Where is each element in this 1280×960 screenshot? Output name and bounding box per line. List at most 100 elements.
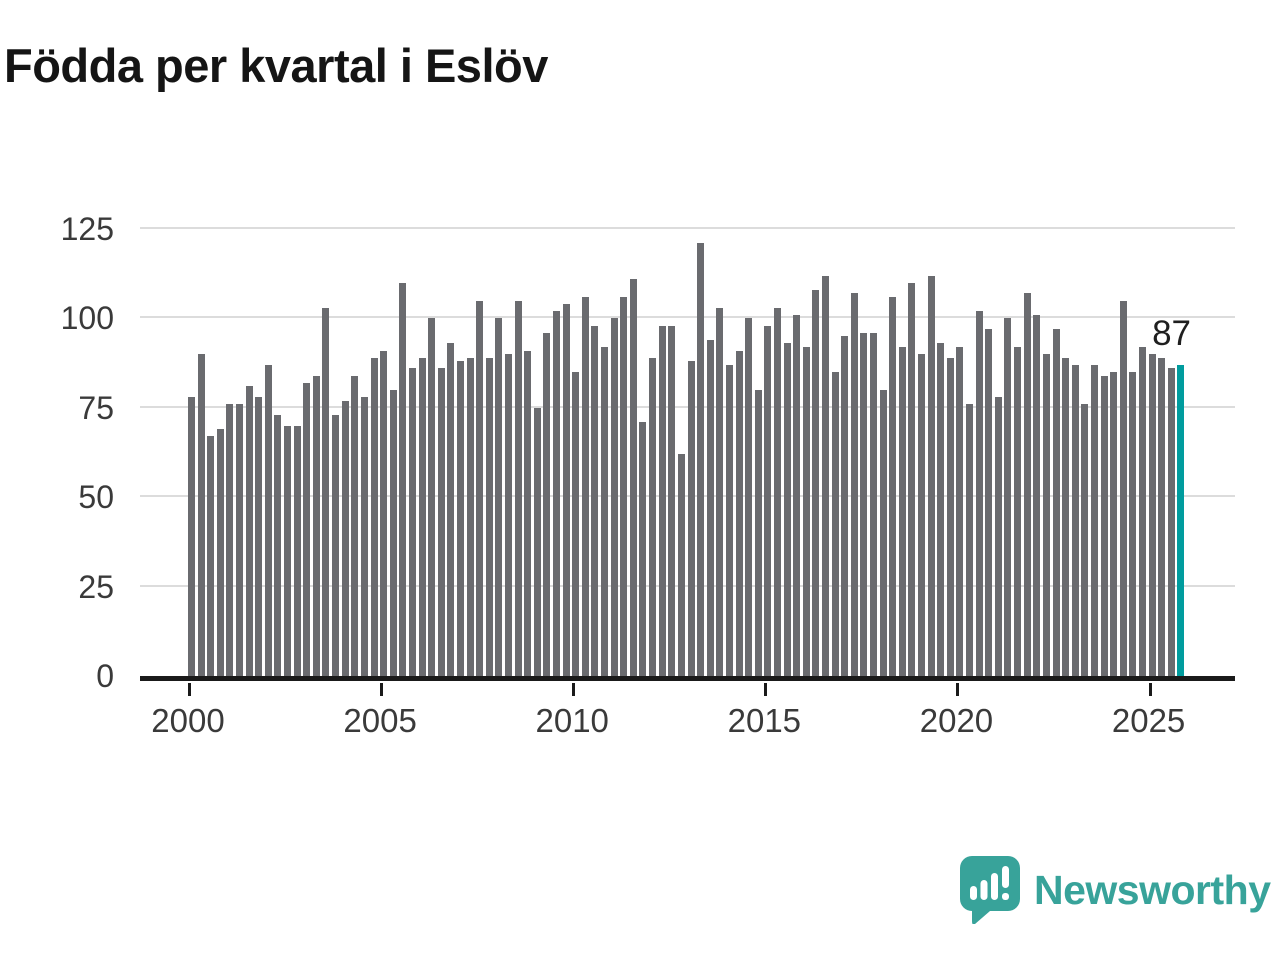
bar [1004,318,1012,676]
bar [1052,329,1060,676]
bar [745,318,753,676]
bar [1158,357,1166,676]
gridline-125 [140,227,1235,229]
bar [994,397,1002,676]
bar [543,332,551,676]
bar [927,275,935,676]
bar [754,389,762,676]
bar [706,339,714,676]
bar [889,296,897,676]
bar [1148,354,1156,676]
last-value-label: 87 [1152,313,1191,353]
x-tick [764,683,768,696]
bar [1062,357,1070,676]
x-tick-label: 2025 [1111,702,1186,739]
bar [389,389,397,676]
bar [332,414,340,676]
bar [514,300,522,676]
bar [687,361,695,676]
bar [360,397,368,676]
gridline-100 [140,316,1235,319]
bar [1042,354,1050,676]
bar [975,311,983,676]
bar [380,350,388,676]
bar [274,414,282,676]
bar [783,343,791,676]
bar [216,429,224,676]
bar [812,289,820,676]
bar [725,364,733,676]
y-tick-label: 100 [60,300,114,337]
bar [966,404,974,676]
bar [226,404,234,676]
y-tick-label: 125 [60,211,114,247]
bar [658,325,666,676]
bar [303,382,311,676]
bar [1090,364,1098,676]
bar [562,304,570,676]
bar [649,357,657,676]
bar [418,357,426,676]
bar [735,350,743,676]
highlighted-bar [1177,364,1185,676]
bar-chart: 0 25 50 75 100 125 87 2000 2005 2010 2015 20… [61,213,1235,739]
bar [850,293,858,676]
bar [188,397,195,676]
bar [447,343,455,676]
x-tick-label: 2010 [535,702,609,739]
bar [937,343,945,676]
x-tick [188,683,191,696]
bar [456,361,464,676]
bar [207,436,215,676]
bar [1014,347,1022,676]
chart-title: Födda per kvartal i Eslöv [4,39,548,92]
bar [1167,368,1175,676]
bar [898,347,906,676]
bar [620,296,628,676]
bar [428,318,436,676]
bar [946,357,954,676]
bar [821,275,829,676]
x-tick [572,683,576,696]
bar [639,422,647,676]
x-tick-label: 2005 [343,702,417,739]
bar [1119,300,1127,676]
bar-chart-speech-bubble-icon [960,856,1020,925]
x-tick-label: 2015 [727,702,802,739]
bar [1023,293,1031,676]
bar [793,314,801,676]
bar [610,318,618,676]
bar [677,454,685,676]
y-tick-label: 75 [78,389,114,426]
bar [351,375,359,676]
bar [908,282,916,676]
bar [918,354,926,676]
x-tick [956,683,960,696]
newsworthy-logo: Newsworthy [960,856,1271,925]
bar [533,407,541,676]
bar [245,386,253,676]
bars-area: 87 [188,229,1191,676]
bar [1138,347,1146,676]
y-tick-label: 0 [96,658,114,694]
bar [572,372,580,676]
bar [1129,372,1137,676]
bar [581,296,589,676]
x-tick-label: 2000 [151,702,225,739]
bar [399,282,407,676]
bar [1100,375,1108,676]
bar [591,325,599,676]
bar [485,357,493,676]
bar [1110,372,1118,676]
y-tick-label: 50 [78,479,114,516]
bar [841,336,849,676]
bar [697,243,705,676]
brand-name: Newsworthy [1034,866,1271,913]
bar [408,368,416,676]
bar [264,364,272,676]
bar [668,325,676,676]
x-tick-label: 2020 [919,702,994,739]
bar [341,400,349,676]
bar [870,332,877,676]
